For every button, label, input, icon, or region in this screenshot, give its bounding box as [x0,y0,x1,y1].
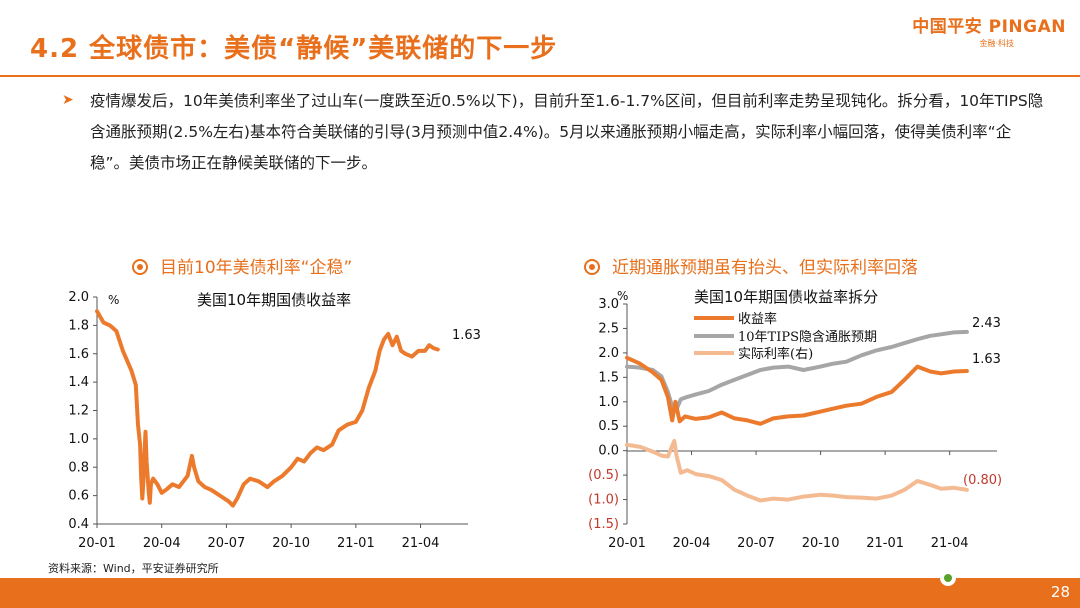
y-unit-label: % [108,293,119,307]
x-tick-label: 20-07 [737,536,775,551]
x-tick-label: 20-01 [78,536,116,551]
y-unit-label: % [617,289,628,303]
x-axis: 20-01 20-04 20-07 20-10 21-01 21-04 [608,450,997,551]
left-heading-text: 目前10年美债利率“企稳” [160,258,353,278]
y-tick-label: (1.0) [588,493,619,508]
logo-subtitle: 金融·科技 [979,39,1014,48]
page-title: 4.2 全球债市：美债“静候”美联储的下一步 [30,34,558,64]
right-chart-heading: 近期通胀预期虽有抬头、但实际利率回落 [584,253,918,278]
body-paragraph: 疫情爆发后，10年美债利率坐了过山车(一度跌至近0.5%以下)，目前升至1.6-… [90,92,1044,172]
series-line-实际利率(右) [625,438,969,503]
legend-label-yield: 收益率 [738,311,777,327]
x-tick-label: 20-04 [143,536,181,551]
y-axis: 2.0 1.8 1.6 1.4 1.2 1.0 0.8 0.6 0.4 [68,290,98,532]
end-label-yield: 1.63 [972,352,1001,367]
x-tick-label: 21-04 [402,536,440,551]
y-tick-label: 2.0 [598,346,619,361]
page-number: 28 [1050,583,1070,601]
legend-label-real-rate: 实际利率(右) [738,346,813,362]
end-label-real-rate: (0.80) [963,473,1002,488]
y-tick-label: 2.0 [68,290,89,305]
x-axis: 20-01 20-04 20-07 20-10 21-01 21-04 [78,523,468,551]
footer-logo-icon [940,570,956,586]
logo-text: 中国平安 PINGAN [912,17,1066,37]
y-tick-label: 1.0 [598,395,619,410]
footer-bar: 28 [0,570,1080,608]
y-tick-label: 0.8 [68,460,89,475]
company-logo: 中国平安 PINGAN 金融·科技 [912,12,1066,49]
end-label-breakeven: 2.43 [972,316,1001,331]
x-tick-label: 20-10 [802,536,840,551]
x-tick-label: 20-07 [208,536,246,551]
chart-title: 美国10年期国债收益率 [197,291,351,309]
x-tick-label: 21-04 [931,536,969,551]
series-line-10年TIPS隐含通胀预期 [625,329,969,412]
x-tick-label: 21-01 [337,536,375,551]
y-tick-label: 0.0 [598,444,619,459]
y-tick-label: 1.8 [68,318,89,333]
series-group [625,329,969,503]
y-tick-label: 2.5 [598,321,619,336]
legend: 收益率 10年TIPS隐含通胀预期 实际利率(右) [694,311,877,362]
y-tick-label: 1.6 [68,347,89,362]
y-tick-label: 3.0 [598,297,619,312]
header-divider [0,75,1080,77]
y-tick-label: 0.5 [598,419,619,434]
right-heading-text: 近期通胀预期虽有抬头、但实际利率回落 [612,258,918,278]
y-tick-label: 1.0 [68,432,89,447]
y-tick-label: 0.6 [68,489,89,504]
series-group [95,309,440,508]
y-axis: 3.0 2.5 2.0 1.5 1.0 0.5 0.0 (0.5) (1.0) (1.5) [588,297,628,532]
x-tick-label: 20-10 [272,536,310,551]
x-tick-label: 21-01 [866,536,904,551]
y-tick-label: 1.5 [598,370,619,385]
left-chart-heading: 目前10年美债利率“企稳” [132,253,352,278]
series-line-收益率 [625,355,969,426]
y-tick-label: 1.2 [68,404,89,419]
x-tick-label: 20-04 [673,536,711,551]
arrow-right-icon: ➤ [62,92,74,108]
y-tick-label: (0.5) [588,468,619,483]
target-icon [584,259,600,275]
legend-label-breakeven: 10年TIPS隐含通胀预期 [738,329,877,345]
y-tick-label: 0.4 [68,517,89,532]
target-icon [132,259,148,275]
y-tick-label: 1.4 [68,375,89,390]
series-line-10年美债收益率 [95,309,440,508]
source-note: 资料来源：Wind，平安证券研究所 [48,562,219,575]
end-value-label: 1.63 [452,328,481,343]
x-tick-label: 20-01 [608,536,646,551]
y-tick-label: (1.5) [588,517,619,532]
chart-title: 美国10年期国债收益率拆分 [694,288,878,306]
